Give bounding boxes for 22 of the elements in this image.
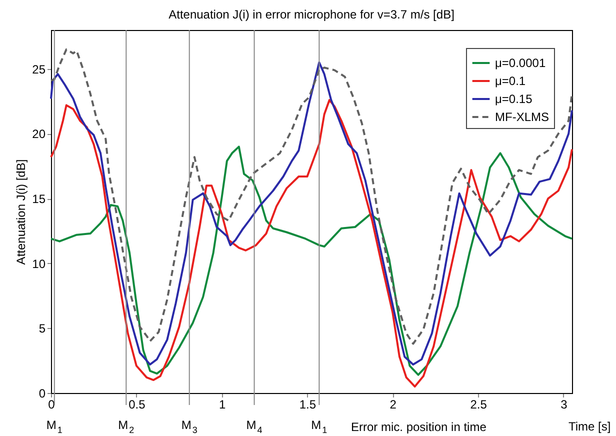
- y-tick-label: 25: [32, 62, 46, 76]
- x-tick-label: 0.5: [128, 398, 146, 412]
- y-tick-label: 15: [32, 192, 46, 206]
- y-tick-label: 10: [32, 256, 46, 271]
- text: Error mic. position in time: [351, 420, 487, 434]
- legend-label: μ=0.15: [495, 92, 533, 106]
- x-axis-title: Time [s]: [568, 420, 611, 434]
- y-tick-label: 0: [38, 386, 46, 400]
- x-tick-label: 2.5: [470, 398, 488, 412]
- y-tick-label: 20: [32, 127, 46, 142]
- y-tick-label: 5: [38, 322, 46, 336]
- y-axis-title: Attenuation J(i) [dB]: [14, 159, 28, 265]
- legend-label: μ=0.0001: [495, 56, 546, 70]
- legend-label: μ=0.1: [495, 74, 526, 88]
- x-tick-label: 2: [390, 398, 397, 412]
- chart-title: Attenuation J(i) in error microphone for v=3.7 m/s [dB]: [168, 8, 454, 22]
- x-tick-label: 3: [560, 398, 568, 412]
- x-tick-label: 1: [218, 398, 226, 412]
- line-series: [50, 146, 573, 376]
- x-tick-label: 1.5: [299, 398, 316, 412]
- x-tick-label: 0: [48, 398, 56, 412]
- legend-label: MF-XLMS: [495, 110, 549, 124]
